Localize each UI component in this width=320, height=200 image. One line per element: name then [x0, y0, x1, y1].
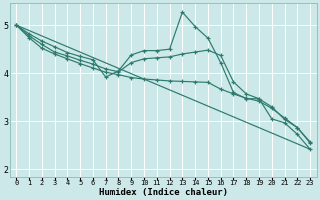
- X-axis label: Humidex (Indice chaleur): Humidex (Indice chaleur): [99, 188, 228, 197]
